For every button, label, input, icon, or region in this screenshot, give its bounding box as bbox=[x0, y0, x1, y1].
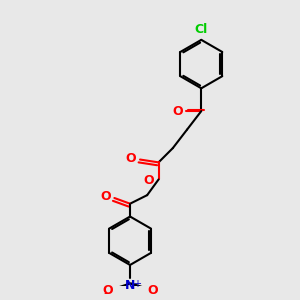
Text: +: + bbox=[134, 279, 142, 289]
Text: -: - bbox=[103, 287, 108, 300]
Text: O: O bbox=[144, 174, 154, 188]
Text: O: O bbox=[102, 284, 113, 297]
Text: O: O bbox=[147, 284, 158, 297]
Text: O: O bbox=[125, 152, 136, 165]
Text: O: O bbox=[100, 190, 111, 203]
Text: Cl: Cl bbox=[195, 22, 208, 36]
Text: N: N bbox=[125, 279, 135, 292]
Text: O: O bbox=[172, 105, 183, 118]
